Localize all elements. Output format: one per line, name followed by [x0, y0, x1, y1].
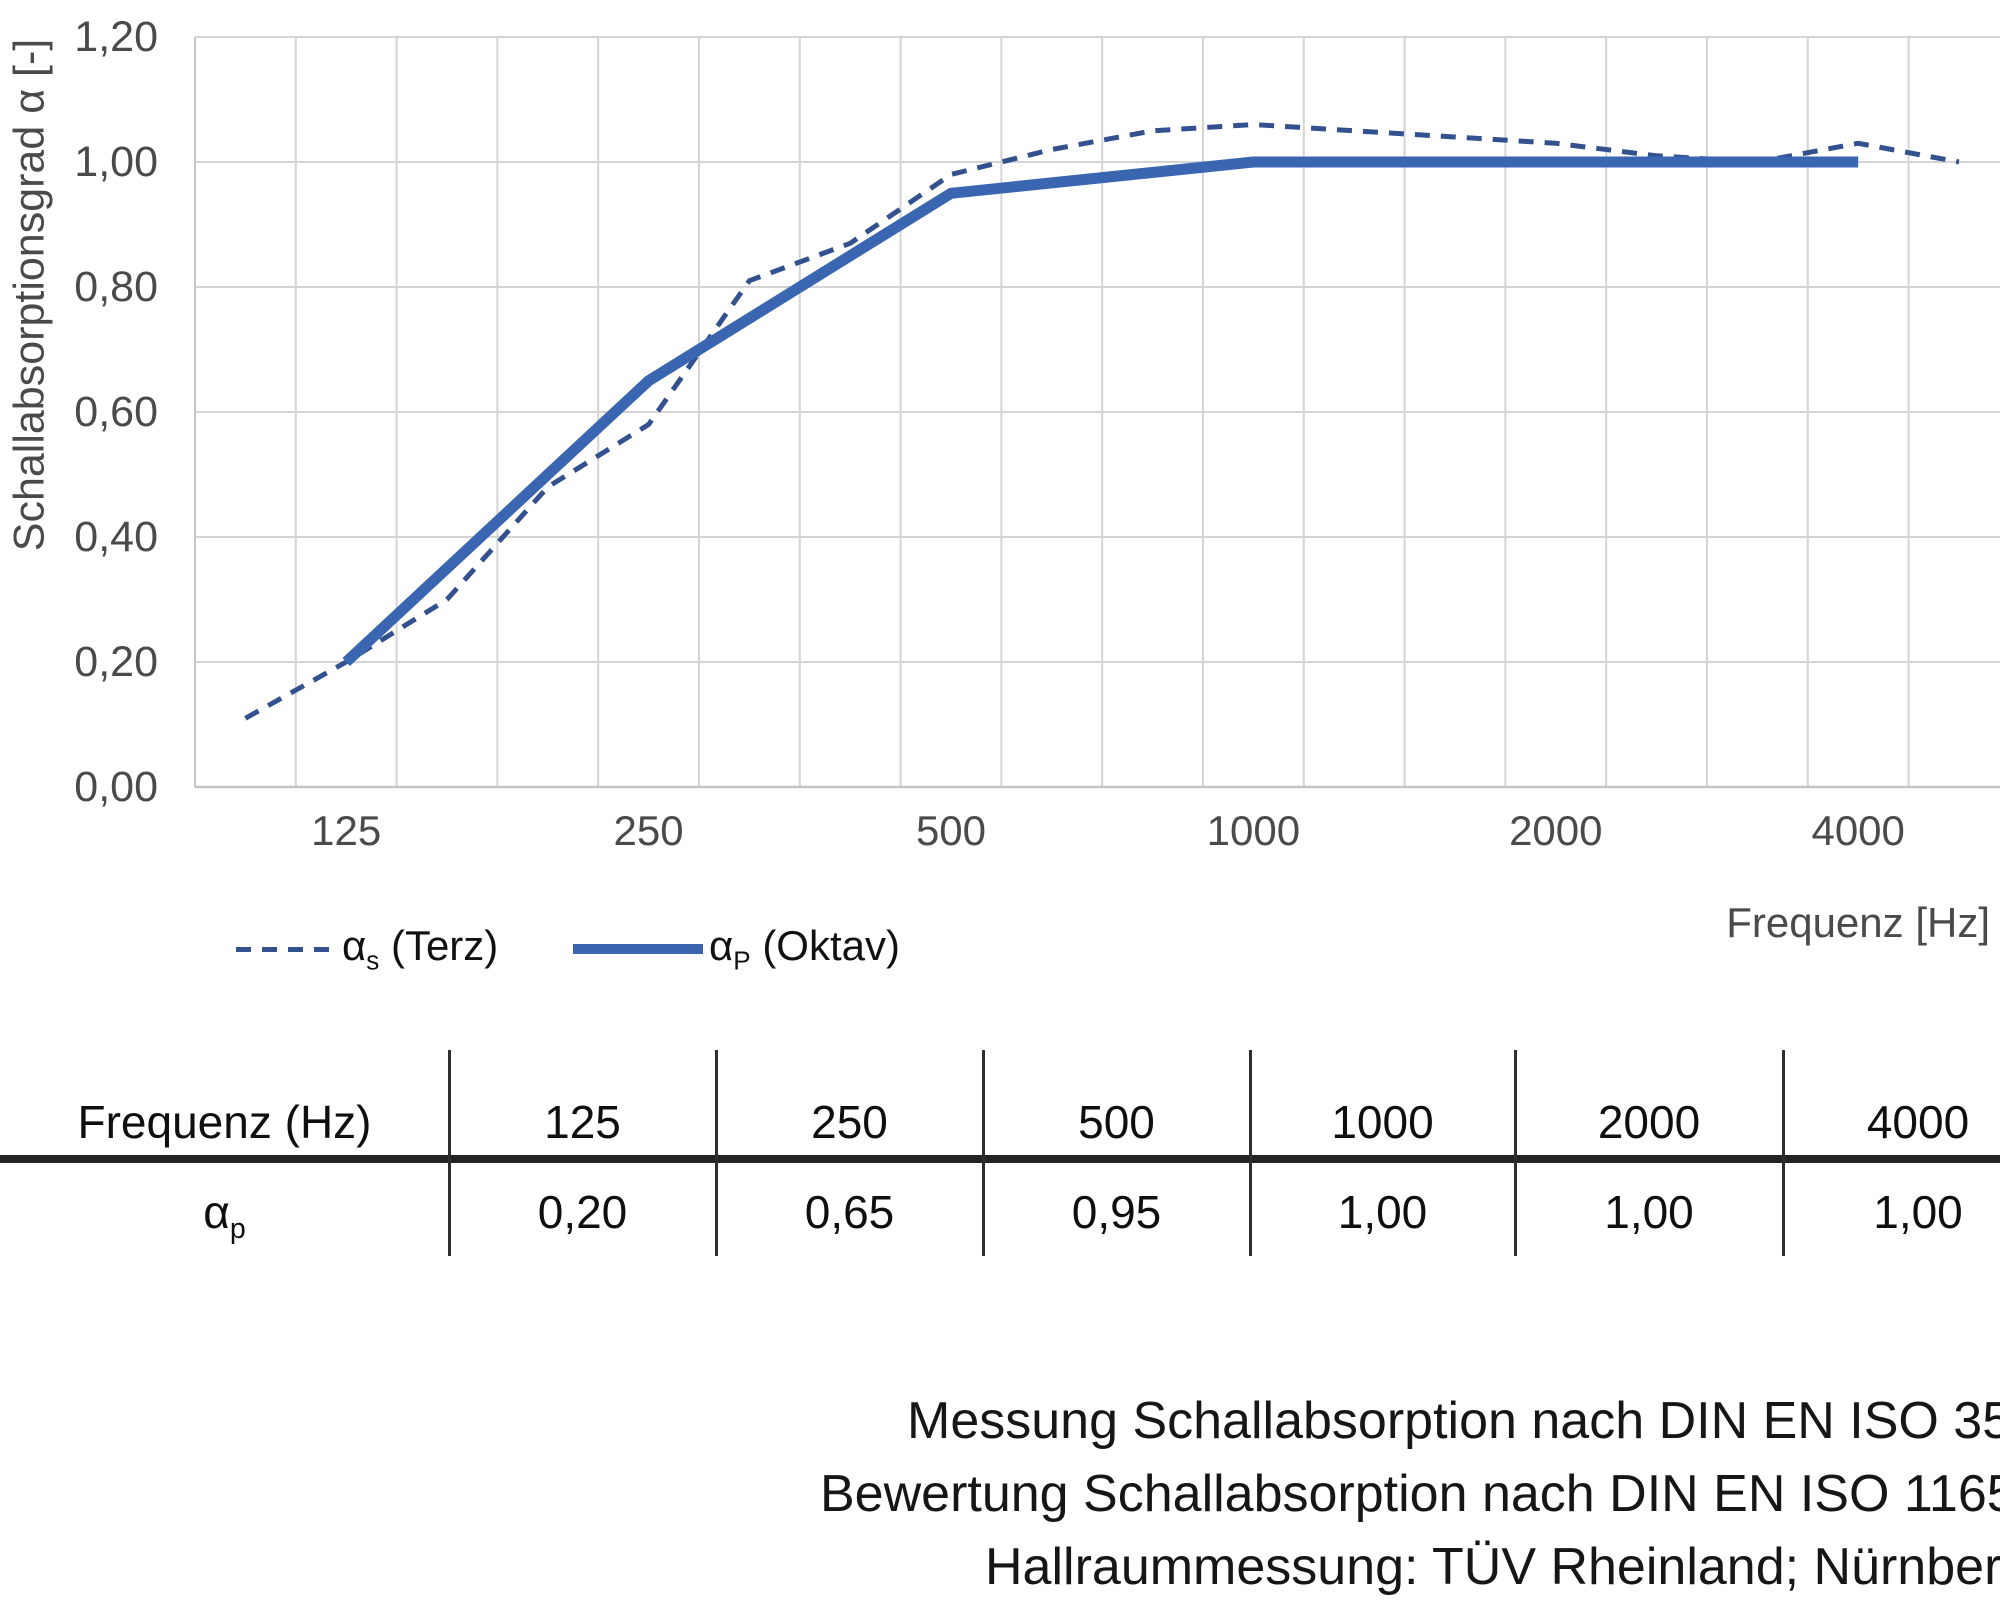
table-column-divider — [982, 1050, 985, 1256]
table-row-label-alpha-p: αp — [203, 1186, 246, 1246]
absorption-line-chart — [194, 36, 2000, 789]
oktav-solid-line-swatch — [573, 944, 703, 954]
table-column-divider — [448, 1050, 451, 1256]
x-tick-label: 4000 — [1811, 807, 1905, 854]
y-tick-label: 1,20 — [74, 13, 158, 61]
x-tick-label: 1000 — [1206, 807, 1301, 854]
y-axis-title: Schallabsorptionsgrad α [-] — [5, 38, 54, 552]
chart-legend: αs (Terz) αP (Oktav) — [0, 918, 2000, 988]
table-column-divider — [715, 1050, 718, 1256]
table-column-divider — [1782, 1050, 1785, 1256]
y-tick-label: 0,00 — [74, 763, 158, 811]
x-tick-label: 125 — [311, 807, 382, 854]
table-alpha-p-value: 1,00 — [1873, 1186, 1963, 1238]
y-tick-label: 1,00 — [74, 138, 158, 186]
x-tick-label: 250 — [613, 807, 684, 854]
table-header-value: 4000 — [1866, 1096, 1970, 1148]
legend-terz-label: αs (Terz) — [342, 922, 499, 976]
y-tick-label: 0,60 — [74, 388, 158, 436]
x-tick-label: 2000 — [1509, 807, 1603, 854]
note-rating-standard: Bewertung Schallabsorption nach DIN EN I… — [820, 1465, 2000, 1523]
table-column-divider — [1514, 1050, 1517, 1256]
table-header-value: 500 — [1078, 1096, 1155, 1148]
note-test-lab: Hallraummessung: TÜV Rheinland; Nürnberg — [985, 1538, 2000, 1596]
table-header-value: 250 — [811, 1096, 888, 1148]
y-tick-label: 0,20 — [74, 638, 158, 686]
table-horizontal-rule — [0, 1155, 2000, 1163]
table-header-frequency: Frequenz (Hz) — [77, 1096, 372, 1148]
x-axis-title: Frequenz [Hz] — [1726, 899, 1990, 946]
table-header-value: 1000 — [1331, 1096, 1434, 1148]
note-measurement-standard: Messung Schallabsorption nach DIN EN ISO… — [907, 1392, 2000, 1450]
table-alpha-p-value: 0,95 — [1071, 1186, 1162, 1238]
x-tick-label: 500 — [915, 807, 987, 854]
y-tick-label: 0,40 — [74, 513, 158, 561]
table-alpha-p-value: 1,00 — [1604, 1186, 1694, 1238]
terz-dashed-line-swatch — [236, 947, 330, 952]
table-alpha-p-value: 0,20 — [537, 1186, 628, 1238]
y-tick-label: 0,80 — [74, 263, 158, 311]
table-alpha-p-value: 1,00 — [1337, 1186, 1428, 1238]
legend-oktav-label: αP (Oktav) — [709, 922, 900, 976]
table-header-value: 2000 — [1597, 1096, 1701, 1148]
table-header-value: 125 — [544, 1096, 621, 1148]
table-column-divider — [1249, 1050, 1252, 1256]
table-alpha-p-value: 0,65 — [804, 1186, 895, 1238]
oktav-solid-series-line — [342, 156, 1859, 667]
